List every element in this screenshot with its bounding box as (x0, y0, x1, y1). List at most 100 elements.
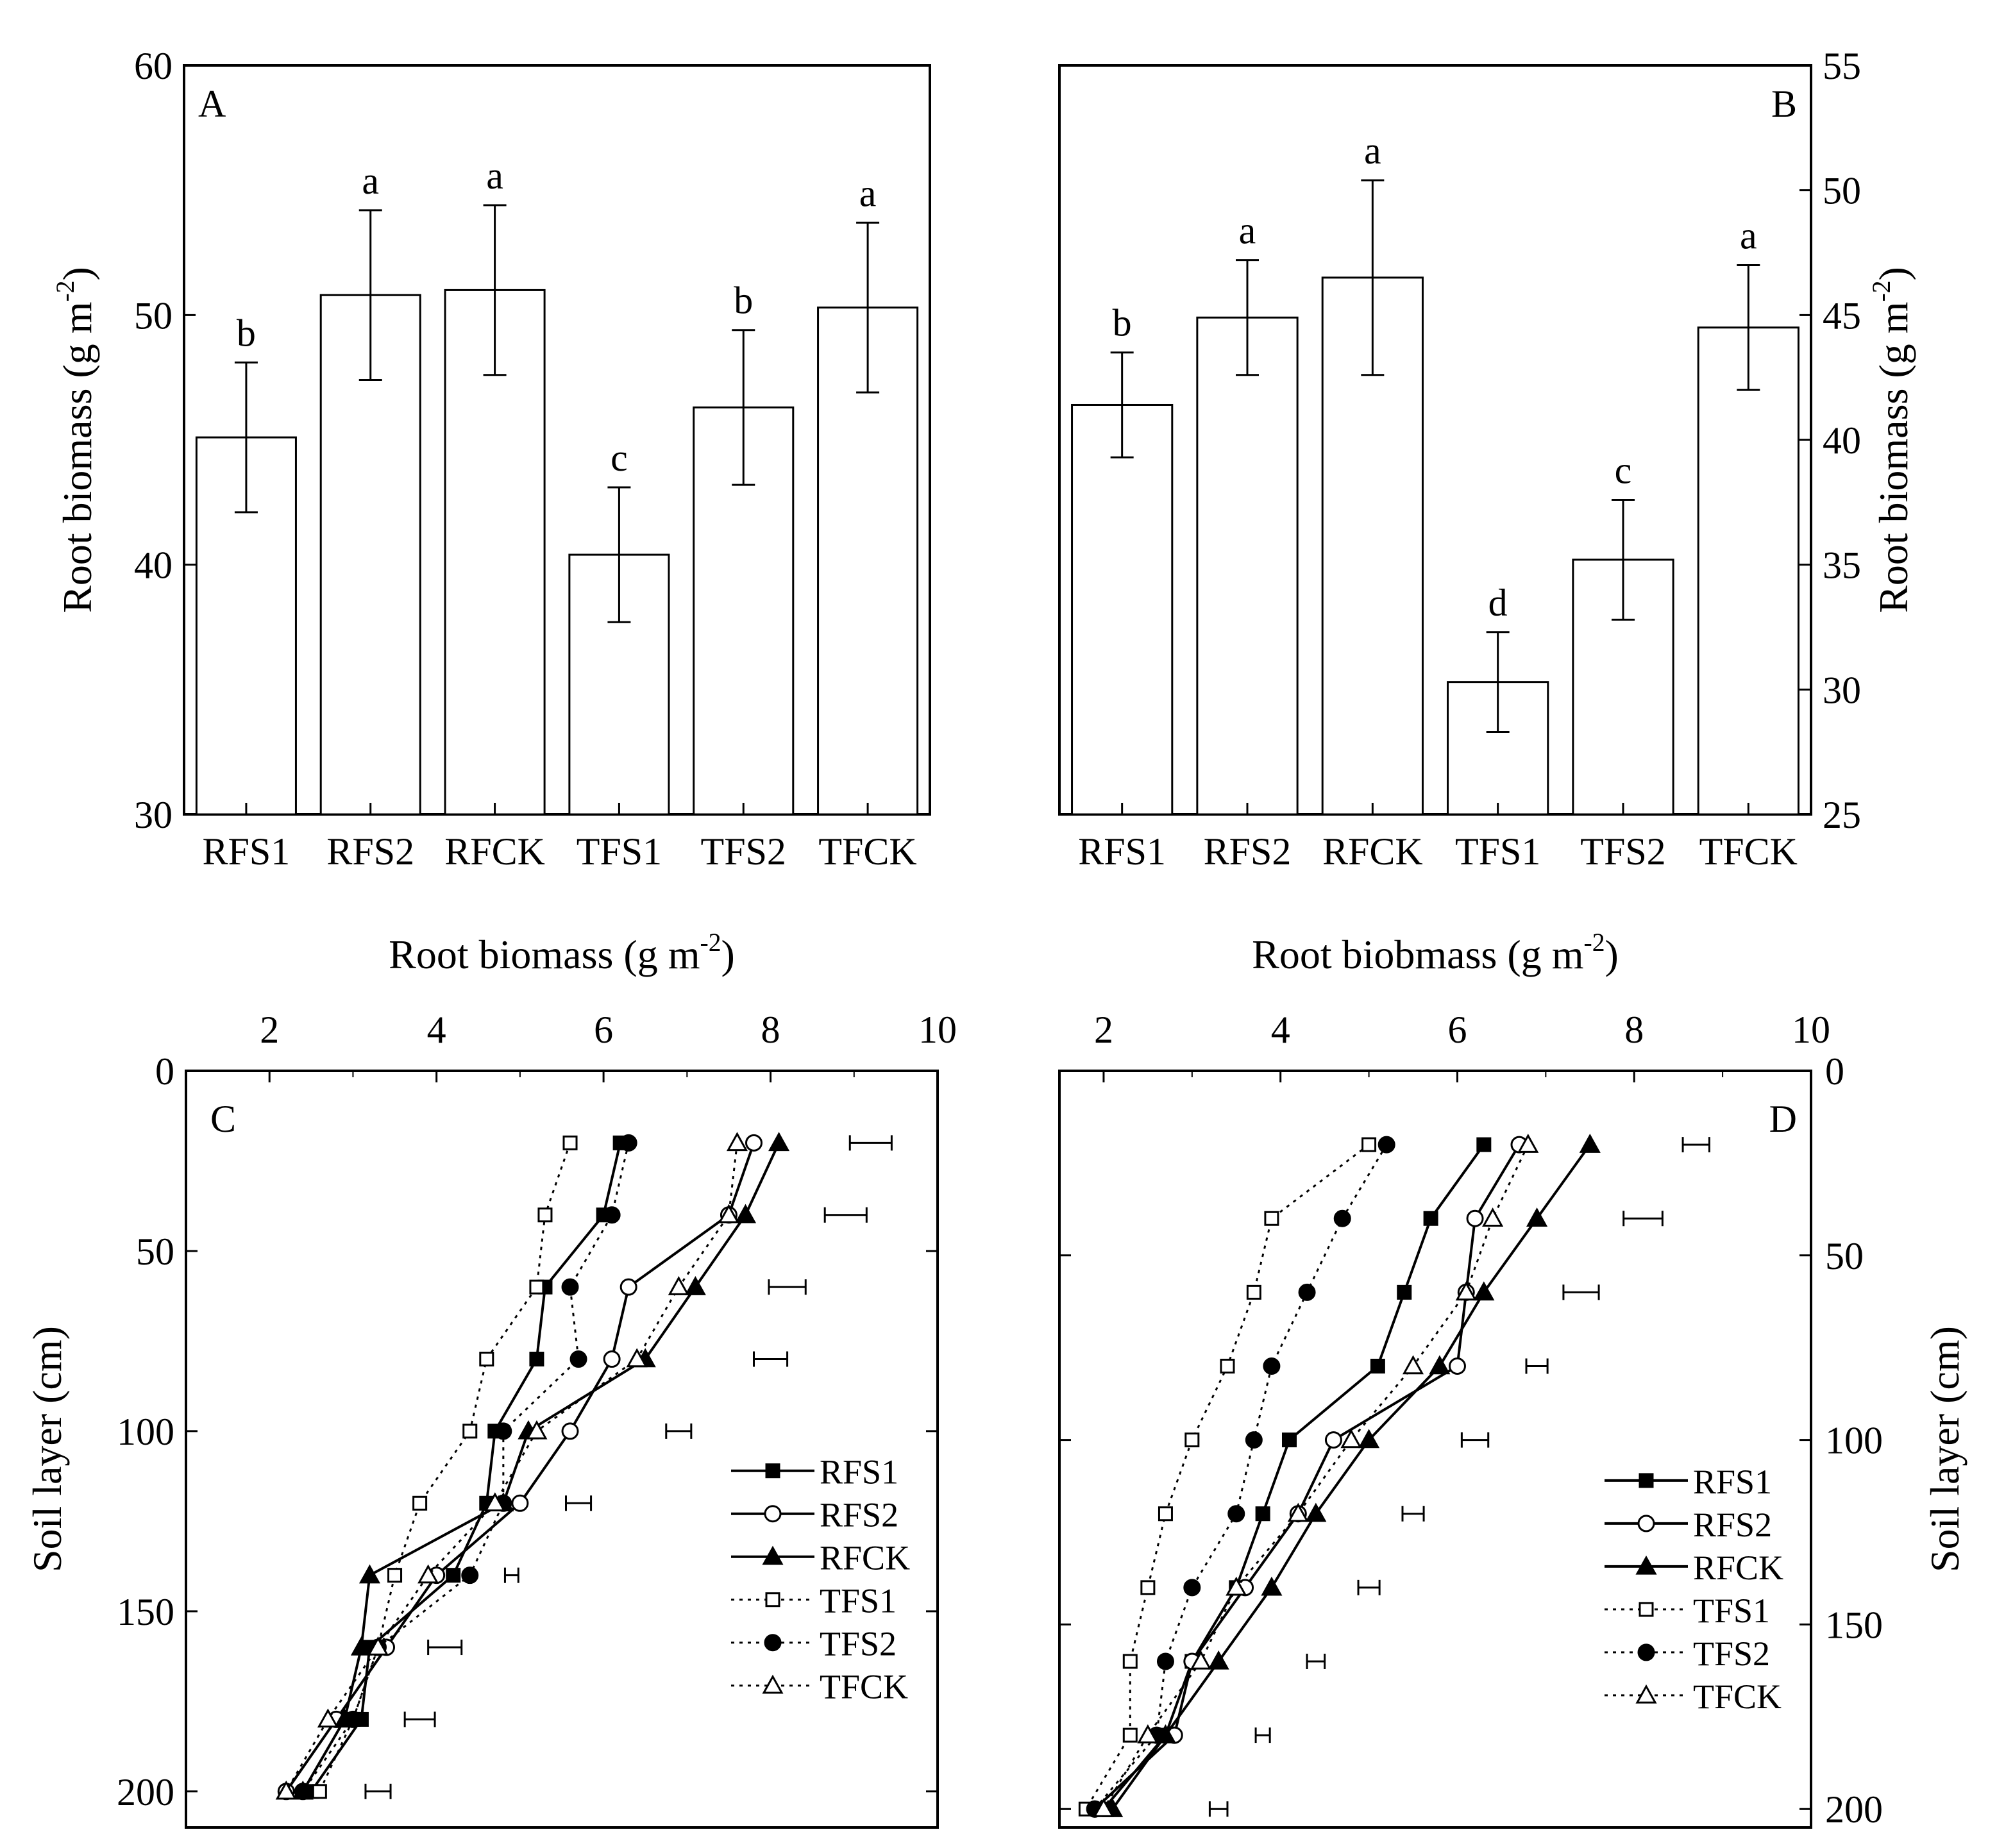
x-tick-label: 8 (761, 1009, 780, 1051)
y-tick-label: 150 (1825, 1604, 1883, 1646)
point-RFCK (1208, 1650, 1229, 1670)
point-TFCK (726, 1132, 748, 1152)
series-line-RFCK (301, 1142, 780, 1792)
point-TFCK (1517, 1134, 1539, 1153)
y-tick-label: 0 (155, 1050, 174, 1093)
point-RFS1 (1397, 1284, 1412, 1300)
series-line-TFCK (1102, 1144, 1529, 1810)
x-tick-label-TFS2: TFS2 (701, 830, 786, 873)
x-tick-label-RFCK: RFCK (444, 830, 545, 873)
legend-label-RFS1: RFS1 (820, 1453, 898, 1491)
x-tick-label-RFS1: RFS1 (1078, 830, 1166, 873)
point-TFS2 (1227, 1505, 1245, 1523)
legend-marker-TFS2 (764, 1634, 782, 1652)
point-RFS2 (1466, 1209, 1484, 1227)
point-TFCK (1190, 1650, 1212, 1670)
legend-label-TFS1: TFS1 (1693, 1592, 1770, 1630)
point-RFCK (358, 1564, 381, 1584)
point-TFS1 (1220, 1358, 1235, 1373)
x-tick-label-TFS1: TFS1 (577, 830, 662, 873)
y-axis-label-text: Root biomass (g m-2) (1867, 267, 1916, 613)
point-TFCK (1482, 1207, 1504, 1227)
point-RFS1 (1281, 1432, 1297, 1448)
y-axis-label-text: Root biomass (g m-2) (51, 267, 100, 613)
x-tick-label-RFS2: RFS2 (1204, 830, 1292, 873)
point-RFCK (1526, 1207, 1548, 1227)
series-line-RFCK (1111, 1143, 1591, 1810)
x-tick-label: 2 (1094, 1009, 1113, 1051)
bar-RFS2 (1196, 316, 1299, 816)
point-TFS2 (1263, 1357, 1281, 1375)
y-axis-label: Root biomass (g m-2) (1867, 267, 1916, 613)
point-TFS2 (1298, 1283, 1316, 1301)
point-TFS2 (561, 1278, 579, 1296)
legend: RFS1 RFS2 RFCK TFS1 TFS2 TFCK (1605, 1463, 1783, 1716)
point-TFS1 (1361, 1137, 1377, 1152)
y-axis-label: Root biomass (g m-2) (51, 267, 100, 613)
point-TFS2 (1183, 1579, 1201, 1597)
point-TFS2 (461, 1567, 479, 1584)
point-RFCK (734, 1204, 757, 1223)
point-RFCK (768, 1132, 790, 1152)
y-tick-label: 50 (1825, 1235, 1864, 1277)
legend-marker-TFCK (762, 1674, 784, 1694)
point-TFS2 (569, 1350, 587, 1368)
legend-label-RFCK: RFCK (1693, 1549, 1783, 1587)
y-tick-label: 60 (134, 45, 173, 87)
y-tick-label: 35 (1823, 544, 1861, 587)
point-RFCK (1358, 1429, 1380, 1449)
y-tick-label: 30 (134, 794, 173, 836)
panel-B: b RFS1 a RFS2 a RFCK d TFS1 c TFS2 a TFCK 25 30 35 40 45… (1058, 45, 1916, 873)
point-TFS1 (479, 1352, 494, 1367)
point-RFCK (350, 1636, 373, 1656)
point-TFCK (1287, 1502, 1309, 1522)
point-RFCK (1473, 1281, 1495, 1301)
point-RFS2 (619, 1278, 637, 1296)
point-TFS1 (312, 1784, 327, 1799)
significance-letter-TFS2: c (1615, 449, 1632, 491)
point-RFCK (1579, 1134, 1601, 1153)
x-tick-label-TFCK: TFCK (1699, 830, 1798, 873)
legend-marker-RFCK (1635, 1555, 1657, 1575)
y-tick-label: 45 (1823, 294, 1861, 337)
point-TFCK (275, 1780, 297, 1800)
point-RFS1 (1476, 1137, 1492, 1152)
y-tick-label: 200 (117, 1771, 174, 1813)
panel-C: 2 4 6 8 10 Root biomass (g m-2) 0 50 100 150 200 So… (24, 928, 957, 1829)
y-tick-label: 30 (1823, 669, 1861, 711)
point-TFCK (317, 1708, 339, 1728)
point-TFS1 (1264, 1211, 1279, 1226)
legend-marker-TFS2 (1637, 1643, 1655, 1661)
point-TFS1 (562, 1135, 578, 1150)
point-TFS1 (1122, 1727, 1138, 1743)
point-TFS2 (1156, 1652, 1174, 1670)
x-tick-label-TFS2: TFS2 (1580, 830, 1665, 873)
x-tick-label-TFCK: TFCK (818, 830, 916, 873)
point-TFS2 (1378, 1136, 1395, 1154)
significance-letter-TFS1: c (611, 437, 628, 479)
point-TFS2 (619, 1134, 637, 1152)
point-RFS2 (745, 1134, 763, 1152)
plot-frame (183, 64, 931, 816)
series-line-RFS2 (285, 1142, 755, 1792)
point-RFCK (684, 1276, 706, 1295)
plot-frame (185, 1070, 939, 1829)
point-TFCK (626, 1348, 648, 1368)
point-TFS1 (1158, 1506, 1173, 1522)
point-RFS2 (511, 1494, 529, 1512)
significance-letter-RFCK: a (486, 155, 503, 197)
point-TFCK (668, 1276, 689, 1295)
point-TFCK (1340, 1429, 1362, 1449)
x-tick-label: 6 (1447, 1009, 1467, 1051)
point-TFCK (367, 1636, 389, 1656)
x-tick-label: 4 (427, 1009, 446, 1051)
x-axis-title-text: Root biomass (g m-2) (389, 928, 735, 977)
series-line-RFS2 (1093, 1144, 1521, 1810)
legend: RFS1 RFS2 RFCK TFS1 TFS2 TFCK (731, 1453, 910, 1706)
point-RFS1 (446, 1568, 461, 1583)
x-axis-title: Root biobmass (g m-2) (1252, 928, 1619, 977)
y-tick-label: 40 (134, 544, 173, 587)
y-axis-label: Soil layer (cm) (24, 1326, 70, 1572)
point-TFCK (1137, 1724, 1159, 1743)
plot-frame (1058, 1070, 1812, 1829)
